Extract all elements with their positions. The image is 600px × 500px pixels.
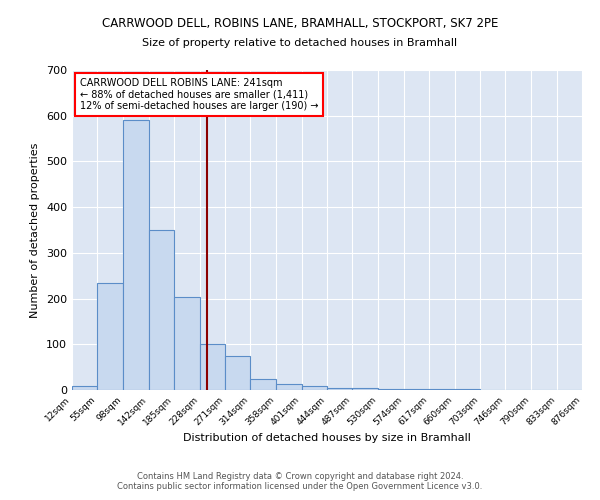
Text: CARRWOOD DELL ROBINS LANE: 241sqm
← 88% of detached houses are smaller (1,411)
1: CARRWOOD DELL ROBINS LANE: 241sqm ← 88% … (80, 78, 318, 111)
Text: Contains HM Land Registry data © Crown copyright and database right 2024.: Contains HM Land Registry data © Crown c… (137, 472, 463, 481)
Bar (302, 386, 327, 390)
Bar (429, 389, 455, 390)
Bar (352, 388, 378, 390)
Bar (378, 389, 404, 390)
Y-axis label: Number of detached properties: Number of detached properties (31, 142, 40, 318)
Text: CARRWOOD DELL, ROBINS LANE, BRAMHALL, STOCKPORT, SK7 2PE: CARRWOOD DELL, ROBINS LANE, BRAMHALL, ST… (102, 18, 498, 30)
Bar (225, 356, 250, 390)
Bar (174, 297, 199, 390)
Bar (199, 344, 225, 390)
Bar (327, 388, 352, 390)
Bar (455, 389, 480, 390)
Bar (404, 389, 429, 390)
Bar (123, 120, 149, 390)
Bar (97, 282, 123, 390)
Bar (276, 384, 302, 390)
X-axis label: Distribution of detached houses by size in Bramhall: Distribution of detached houses by size … (183, 432, 471, 442)
Text: Contains public sector information licensed under the Open Government Licence v3: Contains public sector information licen… (118, 482, 482, 491)
Bar (149, 230, 174, 390)
Bar (250, 378, 276, 390)
Text: Size of property relative to detached houses in Bramhall: Size of property relative to detached ho… (142, 38, 458, 48)
Bar (72, 386, 97, 390)
